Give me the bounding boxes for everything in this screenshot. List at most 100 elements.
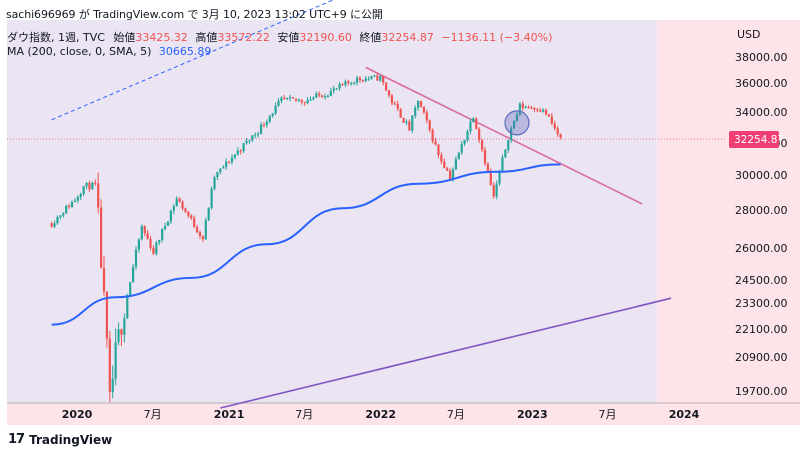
candle-body [68, 205, 71, 208]
channel-upper-dashed-line[interactable] [51, 0, 340, 121]
ma-200-line [51, 163, 561, 326]
candle-body [50, 223, 53, 227]
candle-body [495, 183, 498, 197]
publish-caption: sachi696969 が TradingView.com で 3月 10, 2… [6, 6, 383, 22]
candle-body [550, 116, 553, 124]
candle-body [466, 131, 469, 141]
candle-body [59, 215, 62, 218]
candle-body [512, 120, 516, 129]
candle-body [341, 84, 344, 86]
time-axis[interactable]: 2020 7月 2021 7月 2022 7月 2023 7月 2024 [62, 408, 700, 421]
candle-body [556, 128, 559, 135]
candle-body [283, 97, 286, 100]
highlight-circle[interactable] [504, 110, 530, 136]
candle-body [530, 107, 533, 109]
candle-body [140, 226, 143, 240]
candle-body [515, 114, 519, 121]
candle-body [265, 121, 268, 125]
candle-body [82, 186, 85, 195]
candle-body [498, 170, 501, 184]
candle-body [370, 76, 373, 79]
candle-body [338, 84, 341, 89]
ohlc-legend[interactable]: ダウ指数, 1週, TVC 始値33425.32 高値33572.22 安値32… [7, 29, 552, 45]
candle-body [419, 101, 423, 107]
candle-body [527, 106, 530, 108]
price-tick-label: 28000.00 [735, 204, 788, 217]
candle-body [102, 267, 106, 292]
tradingview-logo-icon: 17 [8, 432, 25, 447]
candle-body [225, 161, 228, 168]
price-tick-label: 38000.00 [735, 51, 788, 64]
time-tick-label: 7月 [599, 408, 617, 421]
tradingview-brand-text: TradingView [29, 432, 113, 447]
candle-body [65, 205, 68, 214]
candle-body [478, 128, 481, 141]
candle-body [460, 143, 463, 153]
candle-body [254, 134, 257, 136]
close-label: 終値 [359, 31, 382, 44]
time-tick-label: 2022 [365, 408, 396, 421]
candle-body [280, 97, 283, 102]
ma-legend[interactable]: MA (200, close, 0, SMA, 5) 30665.89 [7, 45, 211, 58]
candle-body [385, 82, 388, 91]
candle-body [129, 282, 132, 296]
candle-body [216, 171, 219, 178]
candle-body [286, 97, 289, 100]
candle-body [166, 221, 170, 226]
candle-body [553, 123, 556, 129]
time-tick-label: 2023 [517, 408, 548, 421]
candle-body [120, 329, 123, 335]
candle-body [245, 140, 248, 144]
candle-body [193, 218, 196, 227]
candle-body [399, 108, 402, 118]
time-tick-label: 2021 [214, 408, 245, 421]
candle-body [315, 93, 318, 98]
last-price-badge: 32254.87 [729, 131, 784, 149]
candle-body [501, 157, 504, 171]
candle-body [323, 96, 327, 98]
downtrend-line[interactable] [365, 66, 643, 205]
candle-body [335, 88, 338, 90]
candle-body [318, 93, 321, 96]
candle-body [126, 295, 129, 319]
candle-body [451, 169, 455, 180]
price-tick-label: 22100.00 [735, 323, 788, 336]
candle-body [155, 242, 158, 254]
candle-body [204, 220, 207, 240]
price-tick-label: 20900.00 [735, 351, 788, 364]
candle-body [56, 217, 59, 224]
candle-body [184, 208, 187, 212]
price-axis-background [727, 20, 800, 403]
candle-body [411, 115, 414, 131]
candle-body [376, 75, 379, 81]
candle-body [99, 207, 103, 268]
candle-body [149, 238, 152, 248]
publish-caption-text: sachi696969 が TradingView.com で 3月 10, 2… [6, 8, 383, 21]
price-tick-label: 26000.00 [735, 242, 788, 255]
time-tick-label: 7月 [144, 408, 162, 421]
channel-lower-line[interactable] [220, 297, 672, 409]
candle-body [414, 107, 417, 116]
candle-body [233, 154, 236, 158]
open-value: 33425.32 [135, 31, 188, 44]
candle-body [559, 134, 562, 138]
candle-body [547, 114, 551, 117]
candle-body [146, 233, 149, 239]
candle-body [489, 171, 492, 186]
candle-body [463, 140, 466, 144]
time-tick-label: 2024 [669, 408, 700, 421]
candle-body [504, 149, 507, 158]
candle-body [62, 213, 65, 216]
tradingview-branding[interactable]: 17 TradingView [8, 432, 112, 447]
price-tick-label: 30000.00 [735, 169, 788, 182]
candle-body [353, 82, 356, 84]
candle-body [309, 99, 312, 101]
candle-body [443, 161, 446, 169]
last-price-badge-bg [729, 131, 779, 149]
candle-body [97, 183, 100, 208]
candle-body [544, 109, 548, 115]
candle-body [431, 129, 434, 142]
last-price-badge-text: 32254.87 [734, 134, 784, 146]
candles-layer [50, 72, 562, 403]
